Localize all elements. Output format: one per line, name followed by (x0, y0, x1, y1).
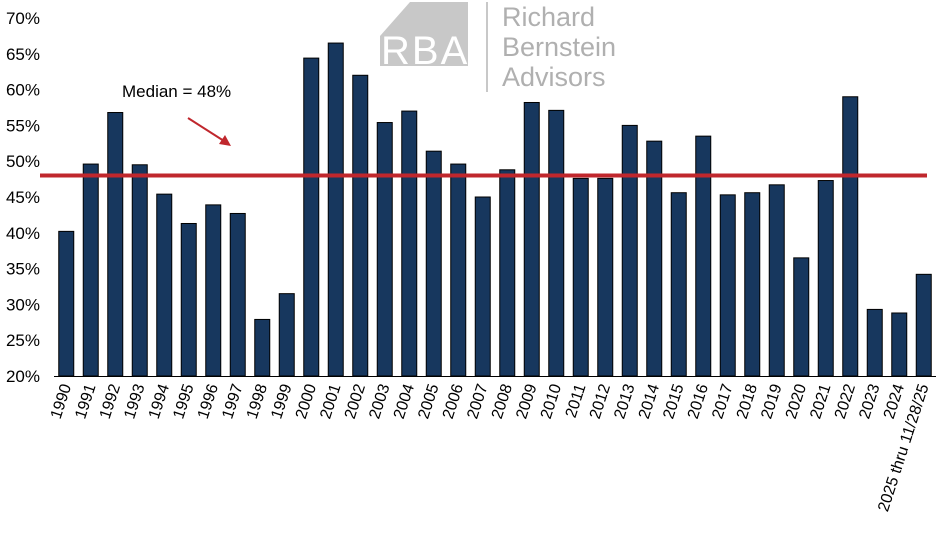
bar (499, 169, 516, 377)
x-tick-label: 2011 (563, 382, 590, 420)
bar (866, 308, 883, 377)
bar (254, 318, 271, 377)
x-tick-label: 2009 (513, 382, 540, 421)
x-tick-label: 2013 (611, 382, 638, 421)
arrow-icon (187, 117, 231, 146)
y-axis-ticks: 20% 25% 30% 35% 40% 45% 50% 55% 60% 65% 70% (6, 9, 40, 386)
logo-line-3: Advisors (502, 62, 606, 92)
bar (670, 192, 687, 377)
x-tick-label: 1995 (170, 382, 197, 421)
bar (376, 122, 393, 377)
bar (572, 177, 589, 377)
logo: RBA Richard Bernstein Advisors (380, 2, 616, 92)
x-tick-label: 1996 (195, 382, 222, 421)
x-tick-label: 1992 (97, 382, 124, 421)
bar (891, 312, 908, 377)
bar (327, 42, 344, 377)
bar (303, 57, 320, 377)
y-tick-label: 45% (6, 188, 40, 207)
bar (597, 177, 614, 377)
bar (58, 230, 75, 377)
y-tick-label: 65% (6, 45, 40, 64)
x-tick-label: 1994 (146, 382, 173, 421)
x-tick-label: 2007 (464, 382, 491, 421)
x-tick-label: 2010 (538, 382, 565, 421)
bar (180, 222, 197, 377)
bar (744, 192, 761, 377)
bar (278, 293, 295, 377)
bar (107, 112, 124, 377)
x-tick-label: 2025 thru 11/28/25 (875, 382, 932, 514)
x-tick-label: 1997 (219, 382, 246, 421)
x-tick-label: 2022 (832, 382, 859, 421)
x-tick-label: 1993 (121, 382, 148, 421)
x-tick-label: 2004 (391, 382, 418, 421)
y-tick-label: 55% (6, 116, 40, 135)
y-tick-label: 40% (6, 224, 40, 243)
x-tick-label: 2024 (881, 382, 908, 421)
bar (205, 204, 222, 377)
bar (915, 273, 932, 377)
logo-mark-shape (380, 2, 468, 66)
x-tick-label: 2017 (709, 382, 736, 421)
bar (82, 163, 99, 377)
bar (131, 164, 148, 377)
x-tick-label: 2021 (807, 382, 834, 421)
y-tick-label: 35% (6, 260, 40, 279)
bar (229, 212, 246, 377)
median-annotation: Median = 48% (122, 82, 231, 101)
bar (352, 74, 369, 377)
logo-line-2: Bernstein (502, 32, 616, 62)
bar (621, 124, 638, 377)
x-tick-label: 2020 (783, 382, 810, 421)
x-tick-label: 2012 (587, 382, 614, 421)
x-tick-label: 2014 (636, 382, 663, 421)
x-tick-label: 1999 (268, 382, 295, 421)
bar (793, 257, 810, 377)
bar (768, 184, 785, 377)
y-tick-label: 25% (6, 331, 40, 350)
bar (548, 109, 565, 377)
x-tick-label: 2023 (856, 382, 883, 421)
bar (425, 150, 442, 377)
x-tick-label: 1990 (48, 382, 75, 421)
bar (401, 110, 418, 377)
x-tick-label: 2005 (415, 382, 442, 421)
x-tick-label: 2018 (734, 382, 761, 421)
x-tick-label: 2001 (317, 382, 344, 421)
bar (474, 196, 491, 377)
x-axis-ticks: 1990199119921993199419951996199719981999… (48, 382, 933, 514)
bar (523, 101, 540, 377)
x-tick-label: 2016 (685, 382, 712, 421)
y-tick-label: 20% (6, 367, 40, 386)
bar (450, 163, 467, 377)
x-tick-label: 2015 (660, 382, 687, 421)
bars (58, 42, 932, 377)
y-tick-label: 60% (6, 81, 40, 100)
x-tick-label: 2002 (342, 382, 369, 421)
x-tick-label: 1998 (244, 382, 271, 421)
bar (695, 135, 712, 377)
x-tick-label: 1991 (72, 382, 99, 421)
y-tick-label: 70% (6, 9, 40, 28)
bar (156, 193, 173, 377)
y-tick-label: 30% (6, 295, 40, 314)
x-tick-label: 2000 (293, 382, 320, 421)
bar (817, 180, 834, 377)
x-tick-label: 2019 (758, 382, 785, 421)
x-tick-label: 2008 (489, 382, 516, 421)
logo-line-1: Richard (502, 2, 595, 32)
bar (719, 194, 736, 377)
logo-mark-text: RBA (381, 29, 469, 73)
y-tick-label: 50% (6, 152, 40, 171)
x-tick-label: 2003 (366, 382, 393, 421)
bar (842, 96, 859, 377)
x-tick-label: 2006 (440, 382, 467, 421)
